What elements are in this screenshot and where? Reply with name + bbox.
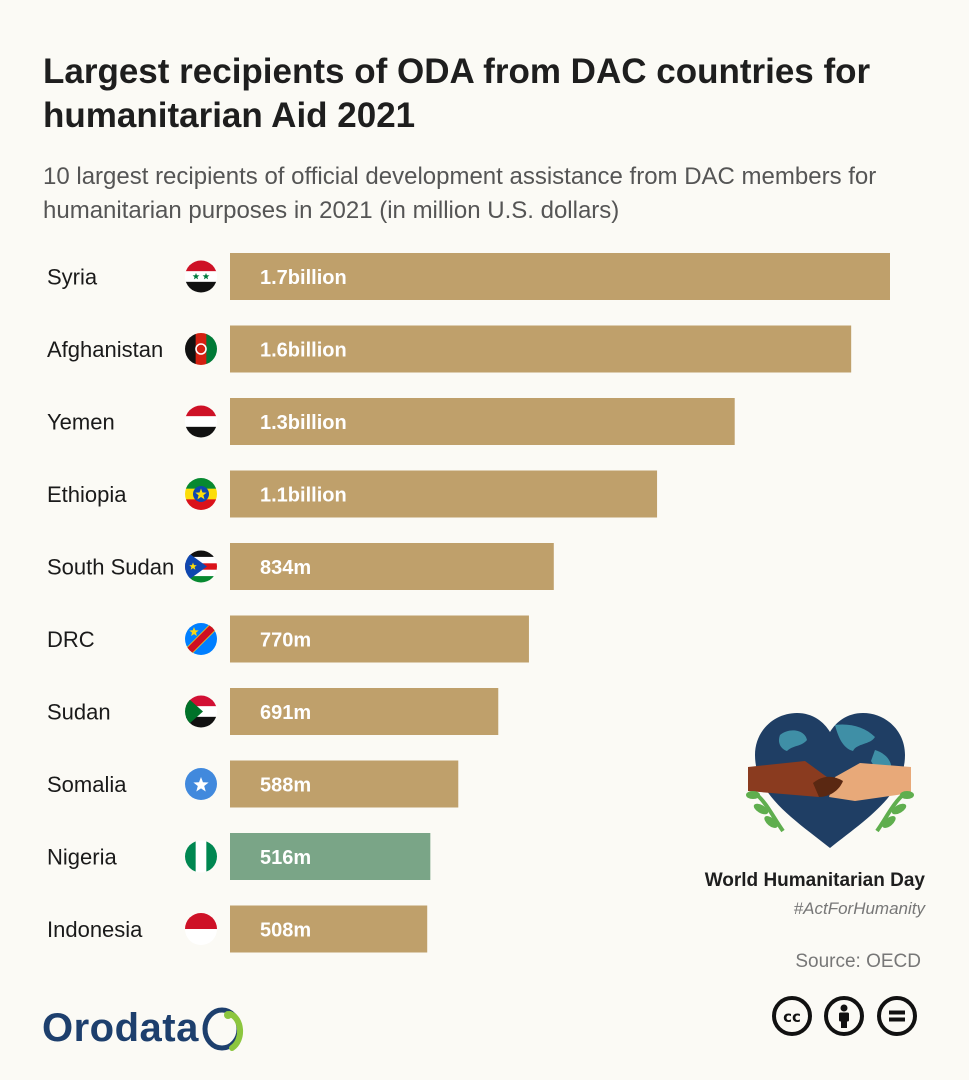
license-badges: cc: [772, 996, 925, 1036]
source-note: Source: OECD: [795, 951, 921, 972]
brand-mark-icon: [202, 1007, 243, 1051]
bar: [230, 760, 459, 808]
bar: [230, 398, 735, 445]
bar: [230, 833, 431, 880]
category-label: Ethiopia: [47, 482, 127, 507]
indonesia-flag-icon: [185, 913, 217, 945]
ethiopia-flag-icon: [185, 478, 217, 510]
category-label: Yemen: [47, 410, 115, 435]
bar: [230, 688, 499, 735]
bar: [230, 470, 658, 518]
afghanistan-flag-icon: [185, 333, 217, 365]
chart-title: Largest recipients of ODA from DAC count…: [43, 52, 871, 135]
data-label: 770m: [260, 630, 311, 652]
syria-flag-icon: [185, 260, 217, 293]
category-label: Afghanistan: [47, 337, 163, 362]
category-label: Somalia: [47, 772, 127, 797]
category-label: Nigeria: [47, 845, 117, 870]
data-label: 1.1billion: [260, 485, 347, 507]
nigeria-flag-icon: [185, 840, 217, 873]
bar: [230, 253, 890, 300]
data-label: 508m: [260, 920, 311, 942]
bar: [230, 905, 428, 953]
category-label: DRC: [47, 627, 95, 652]
data-label: 588m: [260, 775, 311, 797]
category-label: South Sudan: [47, 555, 174, 580]
campaign-hashtag: #ActForHumanity: [793, 899, 925, 918]
no-derivatives-icon: [876, 996, 917, 1036]
south-sudan-flag-icon: [185, 550, 217, 583]
data-label: 1.6billion: [260, 340, 347, 362]
heart-globe-hands-icon: [746, 713, 914, 848]
category-label: Indonesia: [47, 917, 143, 942]
data-label: 516m: [260, 847, 311, 869]
sudan-flag-icon: [185, 695, 217, 728]
category-label: Sudan: [47, 700, 111, 725]
data-label: 691m: [260, 702, 311, 724]
somalia-flag-icon: [185, 768, 217, 800]
data-label: 834m: [260, 557, 311, 579]
svg-text:cc: cc: [783, 1008, 801, 1026]
bar: [230, 325, 852, 373]
category-label: Syria: [47, 265, 98, 290]
chart-subtitle: 10 largest recipients of official develo…: [43, 163, 877, 224]
bar: [230, 543, 554, 590]
drc-flag-icon: [185, 623, 217, 655]
bar-chart: Syria 1.7billion Afghanistan 1.6billion Yeme…: [47, 253, 890, 953]
bar: [230, 615, 529, 663]
cc-icon: cc: [772, 996, 812, 1036]
attribution-icon: [824, 996, 865, 1036]
data-label: 1.7billion: [260, 267, 347, 289]
brand-logo: Orodata: [42, 1006, 199, 1050]
yemen-flag-icon: [185, 405, 217, 438]
data-label: 1.3billion: [260, 412, 347, 434]
campaign-name: World Humanitarian Day: [704, 870, 925, 891]
